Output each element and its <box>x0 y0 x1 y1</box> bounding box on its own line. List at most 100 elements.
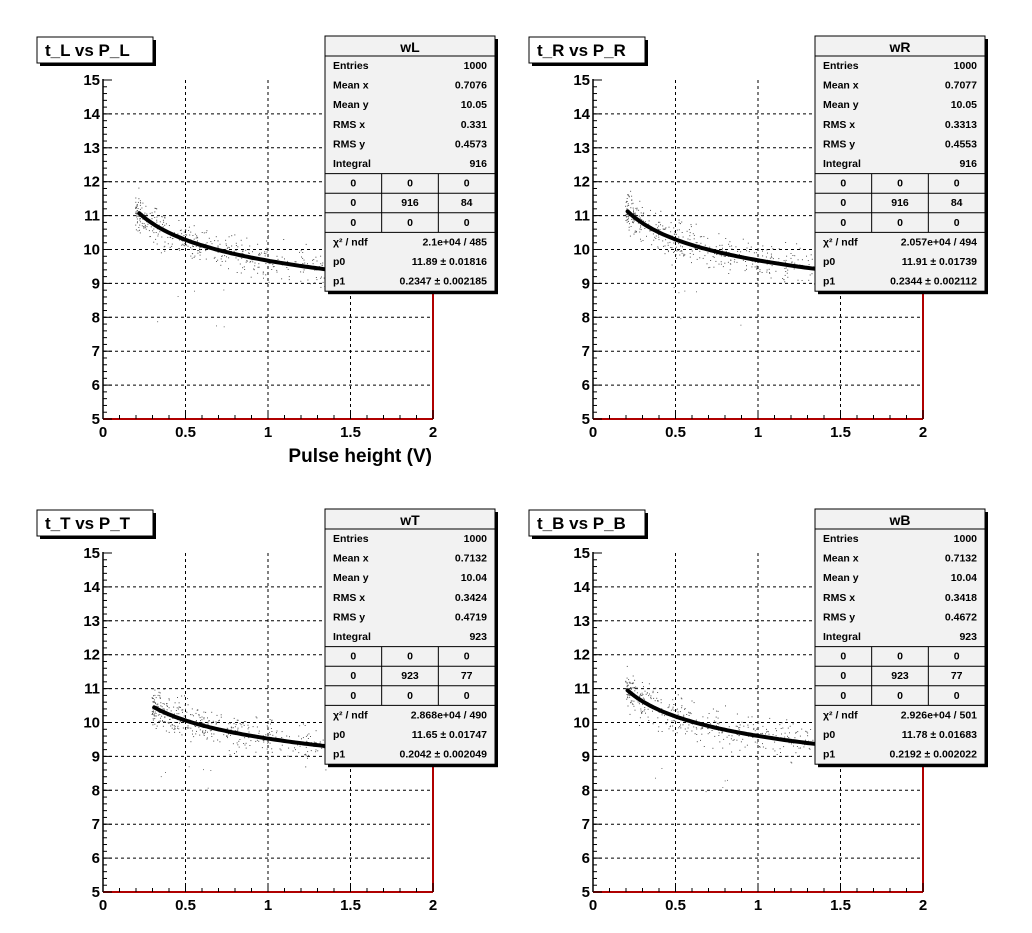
scatter-point <box>657 246 659 248</box>
scatter-point <box>163 721 165 723</box>
scatter-point <box>182 240 184 242</box>
stats-value: 10.04 <box>951 572 977 584</box>
scatter-point <box>271 731 273 732</box>
scatter-point <box>227 728 229 730</box>
scatter-point <box>202 730 204 732</box>
y-tick-label: 13 <box>573 140 590 157</box>
scatter-point <box>657 730 659 732</box>
scatter-point <box>691 262 692 264</box>
scatter-point <box>303 269 305 271</box>
scatter-point <box>194 255 196 257</box>
scatter-point <box>667 707 669 709</box>
scatter-point <box>178 702 180 704</box>
y-tick-label: 9 <box>92 275 100 292</box>
scatter-point <box>756 268 758 270</box>
scatter-point <box>728 734 730 736</box>
scatter-point <box>807 732 809 734</box>
scatter-point <box>715 721 717 723</box>
stats-label: RMS x <box>823 119 855 131</box>
scatter-point <box>245 721 247 723</box>
scatter-point <box>160 776 162 778</box>
scatter-point <box>694 248 696 249</box>
scatter-point <box>726 736 728 738</box>
scatter-point <box>175 710 177 711</box>
scatter-point <box>236 742 238 744</box>
scatter-point <box>203 722 205 724</box>
scatter-point <box>194 290 195 292</box>
scatter-point <box>655 235 657 237</box>
scatter-point <box>217 251 219 253</box>
scatter-point <box>633 213 635 215</box>
scatter-point <box>174 725 176 727</box>
scatter-point <box>650 209 651 211</box>
scatter-point <box>226 735 228 737</box>
scatter-point <box>770 253 772 255</box>
scatter-point <box>135 212 137 214</box>
scatter-point <box>167 243 169 245</box>
stats-value: 0.4719 <box>455 611 487 623</box>
stats-label: Mean x <box>823 553 859 565</box>
scatter-point <box>679 250 681 252</box>
scatter-point <box>703 236 705 238</box>
stats-cell: 0 <box>407 690 413 702</box>
scatter-point <box>724 780 726 782</box>
scatter-point <box>702 726 704 728</box>
scatter-point <box>795 752 797 754</box>
scatter-point <box>810 729 812 730</box>
scatter-point <box>626 201 628 202</box>
scatter-point <box>746 268 747 270</box>
stats-cell: 0 <box>840 178 846 190</box>
scatter-point <box>671 247 673 249</box>
scatter-point <box>739 749 741 751</box>
scatter-point <box>632 219 634 221</box>
scatter-point <box>136 222 138 224</box>
scatter-point <box>304 262 306 264</box>
scatter-point <box>640 229 642 231</box>
x-tick-label: 1 <box>264 897 272 914</box>
stats-value: 0.4672 <box>945 611 977 623</box>
scatter-point <box>660 210 662 212</box>
scatter-point <box>165 772 166 773</box>
scatter-point <box>650 697 652 699</box>
y-tick-label: 6 <box>582 850 590 867</box>
scatter-point <box>665 227 667 229</box>
scatter-point <box>635 686 637 688</box>
scatter-point <box>783 746 785 748</box>
scatter-point <box>260 252 262 254</box>
scatter-point <box>313 259 315 261</box>
stats-cell: 923 <box>401 670 419 682</box>
scatter-point <box>636 687 638 689</box>
scatter-point <box>639 694 641 696</box>
scatter-point <box>656 697 658 699</box>
scatter-point <box>155 208 157 209</box>
stats-cell: 0 <box>350 197 356 209</box>
scatter-point <box>241 726 243 728</box>
scatter-point <box>254 265 256 267</box>
scatter-point <box>739 727 741 729</box>
scatter-point <box>200 720 201 722</box>
scatter-point <box>771 257 773 259</box>
scatter-point <box>281 731 283 733</box>
scatter-point <box>625 216 627 218</box>
scatter-point <box>700 728 702 730</box>
scatter-point <box>187 698 188 699</box>
scatter-point <box>179 707 181 708</box>
scatter-point <box>628 229 630 231</box>
x-tick-label: 0.5 <box>665 897 686 914</box>
scatter-point <box>715 246 717 248</box>
scatter-point <box>211 722 213 724</box>
scatter-point <box>151 698 153 699</box>
scatter-point <box>628 195 630 197</box>
scatter-point <box>722 787 724 788</box>
scatter-point <box>154 217 156 218</box>
scatter-point <box>756 728 758 730</box>
scatter-point <box>785 259 787 261</box>
scatter-point <box>688 711 690 713</box>
scatter-point <box>729 245 731 247</box>
scatter-point <box>679 726 681 727</box>
scatter-point <box>663 245 664 247</box>
scatter-point <box>267 742 269 743</box>
scatter-point <box>778 248 780 250</box>
scatter-point <box>323 277 325 279</box>
scatter-point <box>187 704 189 706</box>
